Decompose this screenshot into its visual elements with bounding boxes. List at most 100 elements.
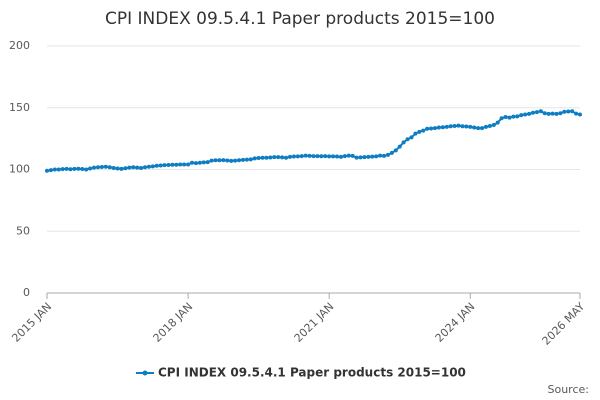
data-point — [150, 164, 155, 169]
data-point — [570, 109, 575, 114]
legend-marker — [142, 370, 148, 376]
data-point — [448, 124, 453, 129]
data-point — [566, 109, 571, 114]
data-point — [252, 156, 257, 161]
data-point — [103, 164, 108, 169]
data-point — [519, 113, 524, 118]
data-point — [511, 114, 516, 119]
data-point — [578, 112, 582, 117]
data-point — [115, 166, 120, 171]
data-point — [139, 166, 144, 171]
data-point — [562, 109, 567, 114]
y-tick-label: 200 — [9, 39, 30, 52]
data-point — [72, 166, 77, 171]
data-point — [401, 140, 406, 145]
data-point — [107, 165, 112, 170]
data-point — [358, 155, 363, 160]
data-point — [538, 109, 543, 114]
series-line — [46, 110, 581, 172]
data-point — [233, 158, 238, 163]
y-tick-label: 100 — [9, 163, 30, 176]
data-point — [491, 123, 496, 128]
data-point — [515, 114, 520, 119]
data-point — [174, 162, 179, 167]
data-point — [268, 155, 273, 160]
x-tick-label: 2015 JAN — [9, 300, 54, 345]
data-point — [476, 126, 481, 131]
data-point — [409, 135, 414, 140]
data-point — [346, 153, 351, 158]
data-point — [182, 162, 187, 167]
data-point — [315, 154, 320, 159]
data-point — [272, 155, 277, 160]
x-tick-label: 2021 JAN — [292, 300, 337, 345]
x-tick-label: 2018 JAN — [151, 300, 196, 345]
data-point — [201, 160, 206, 165]
data-point — [260, 155, 265, 160]
data-point — [413, 131, 418, 136]
data-point — [550, 111, 555, 116]
data-point — [444, 124, 449, 129]
data-point — [323, 154, 328, 159]
data-point — [389, 150, 394, 155]
data-point — [429, 126, 434, 131]
data-point — [197, 160, 202, 165]
data-point — [256, 156, 261, 161]
data-point — [487, 124, 492, 129]
data-point — [221, 158, 226, 163]
data-point — [362, 155, 367, 160]
data-point — [456, 123, 461, 128]
data-point — [338, 154, 343, 159]
data-point — [166, 163, 171, 168]
data-point — [503, 115, 508, 120]
data-point — [92, 165, 97, 170]
data-point — [291, 154, 296, 159]
data-point — [480, 126, 485, 131]
data-point — [95, 165, 100, 170]
data-point — [303, 153, 308, 158]
data-point — [146, 164, 151, 169]
data-point — [170, 162, 175, 167]
data-point — [56, 167, 61, 172]
data-point — [287, 154, 292, 159]
data-point — [417, 129, 422, 134]
data-point — [554, 111, 559, 116]
data-point — [440, 125, 445, 130]
data-point — [52, 167, 57, 172]
data-point — [534, 110, 539, 115]
data-point — [311, 154, 316, 159]
data-point — [405, 137, 410, 142]
data-point — [178, 162, 183, 167]
data-point — [558, 111, 563, 116]
data-point — [276, 155, 281, 160]
data-point — [425, 126, 430, 131]
data-point — [421, 128, 426, 133]
data-point — [472, 125, 477, 130]
data-point — [213, 158, 218, 163]
data-point — [366, 154, 371, 159]
data-point — [154, 163, 159, 168]
data-point — [88, 166, 93, 171]
data-point — [432, 126, 437, 131]
data-point — [45, 168, 49, 173]
data-point — [190, 160, 195, 165]
data-point — [464, 124, 469, 129]
data-point — [76, 166, 81, 171]
data-point — [319, 154, 324, 159]
data-point — [331, 154, 336, 159]
data-point — [483, 124, 488, 129]
data-point — [374, 154, 379, 159]
data-point — [350, 153, 355, 158]
data-point — [68, 167, 73, 172]
data-point — [378, 153, 383, 158]
data-point — [542, 111, 547, 116]
legend-label: CPI INDEX 09.5.4.1 Paper products 2015=1… — [158, 366, 466, 380]
data-point — [186, 162, 191, 167]
data-point — [248, 157, 253, 162]
data-point — [354, 155, 359, 160]
chart-title: CPI INDEX 09.5.4.1 Paper products 2015=1… — [105, 9, 495, 29]
data-point — [111, 166, 116, 171]
data-point — [84, 167, 89, 172]
data-point — [237, 158, 242, 163]
